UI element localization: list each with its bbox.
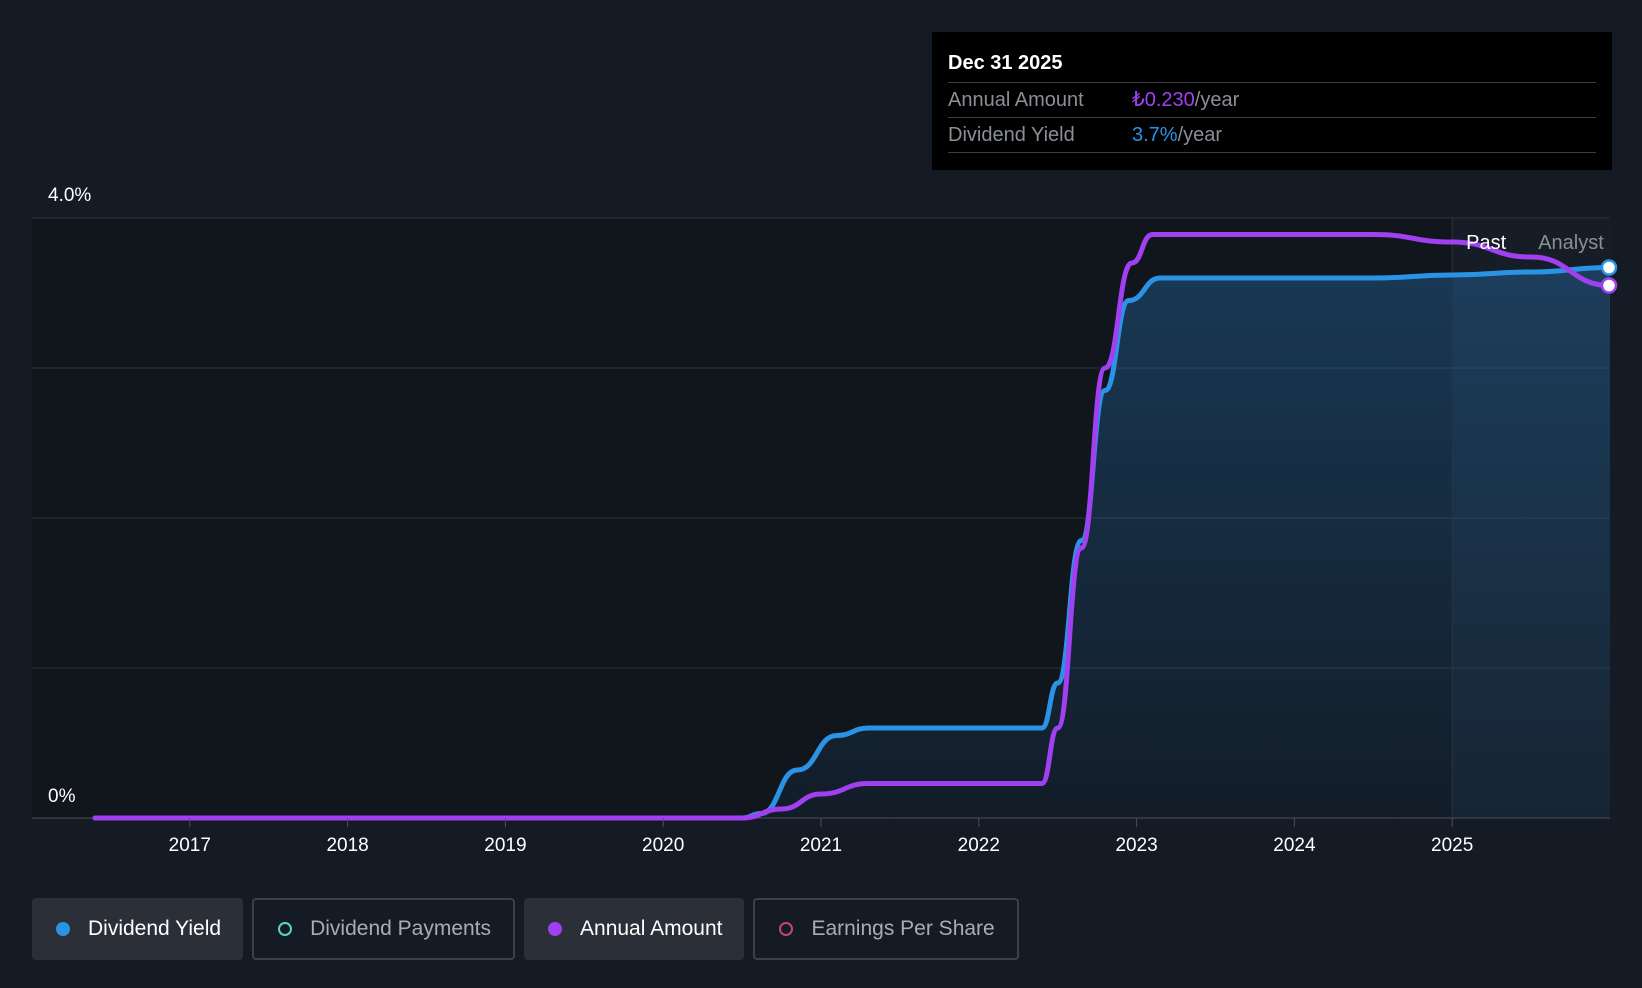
legend-dot-icon	[278, 922, 293, 936]
past-label: Past	[1466, 232, 1506, 254]
end-markers	[1600, 259, 1618, 294]
y-label-top: 4.0%	[48, 185, 91, 206]
legend-label: Dividend Yield	[88, 917, 222, 940]
legend: Dividend Yield Dividend Payments Annual …	[32, 898, 1028, 960]
tooltip: Dec 31 2025 Annual Amount ₺0.230 /year D…	[932, 32, 1612, 170]
legend-dot-icon	[548, 922, 563, 936]
series-end-marker	[1600, 259, 1618, 276]
series-end-marker	[1600, 277, 1618, 294]
legend-label: Dividend Payments	[310, 917, 492, 940]
tooltip-value-yield: 3.7%	[1132, 124, 1178, 146]
x-tick-label: 2025	[1431, 835, 1473, 856]
tooltip-label: Annual Amount	[948, 89, 1084, 111]
x-axis-ticks: 2017 2018 2019 2020 2021 2022 2023 2024 2025	[169, 818, 1473, 856]
x-tick-label: 2020	[642, 835, 684, 856]
tooltip-unit: /year	[1194, 89, 1240, 111]
legend-earnings-per-share[interactable]: Earnings Per Share	[753, 898, 1019, 960]
series-line	[92, 231, 1613, 821]
legend-dot-icon	[56, 922, 70, 936]
series-lines	[92, 231, 1613, 821]
x-tick-label: 2022	[958, 835, 1000, 856]
legend-label: Annual Amount	[580, 917, 723, 940]
tooltip-label: Dividend Yield	[948, 124, 1075, 146]
y-label-bottom: 0%	[48, 786, 76, 807]
tooltip-row-annual-amount: Annual Amount ₺0.230 /year	[948, 83, 1596, 118]
x-tick-label: 2021	[800, 835, 842, 856]
tooltip-value-annual: ₺0.230	[1132, 89, 1195, 111]
x-tick-label: 2024	[1273, 835, 1316, 856]
x-tick-label: 2017	[169, 835, 211, 856]
x-tick-label: 2018	[326, 835, 368, 856]
tooltip-row-dividend-yield: Dividend Yield 3.7% /year	[948, 118, 1596, 153]
legend-dividend-payments[interactable]: Dividend Payments	[252, 898, 516, 960]
analyst-label: Analyst	[1538, 232, 1604, 254]
legend-dividend-yield[interactable]: Dividend Yield	[32, 898, 244, 960]
tooltip-unit: /year	[1177, 124, 1223, 146]
x-tick-label: 2023	[1115, 835, 1157, 856]
legend-annual-amount[interactable]: Annual Amount	[524, 898, 745, 960]
legend-label: Earnings Per Share	[811, 917, 995, 940]
tooltip-date: Dec 31 2025	[948, 48, 1596, 83]
legend-dot-icon	[779, 922, 794, 936]
x-tick-label: 2019	[484, 835, 526, 856]
dividend-yield-area	[95, 267, 1611, 818]
